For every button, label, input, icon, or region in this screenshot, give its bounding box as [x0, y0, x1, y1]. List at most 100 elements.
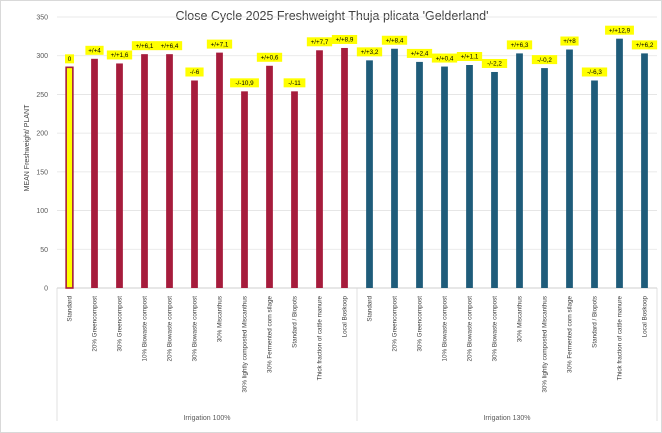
bar — [316, 50, 323, 289]
data-label: +/+7,1 — [211, 41, 229, 48]
bar — [216, 52, 223, 288]
category-label: 20% Greencompost — [392, 296, 399, 352]
data-label: +/+8 — [563, 38, 576, 45]
category-label: Standard — [67, 296, 74, 322]
data-label: -/-11 — [288, 80, 301, 87]
y-axis-ticks: 0 50 100 150 200 250 300 350 — [36, 15, 48, 293]
category-label: 30% Greencompost — [417, 296, 424, 352]
group-label: Irrigation 100% — [183, 415, 230, 422]
data-label: +/+8,9 — [336, 37, 354, 44]
category-label: 10% Biowaste compost — [442, 296, 449, 362]
data-label: +/+12,9 — [609, 27, 631, 34]
data-label: +/+6,2 — [636, 42, 654, 49]
data-label-bg — [283, 78, 306, 88]
bar — [65, 66, 74, 289]
category-label: 30% Biowaste compost — [192, 296, 199, 362]
bar — [291, 91, 298, 289]
data-label-bg — [631, 40, 658, 50]
bar — [166, 54, 173, 289]
bar — [366, 60, 373, 288]
category-label: 20% Greencompost — [92, 296, 99, 352]
data-label-bg — [431, 53, 458, 63]
data-label-bg — [256, 52, 283, 62]
data-label-bg — [65, 54, 74, 64]
data-label: -/-10,9 — [235, 80, 254, 87]
y-tick-label: 0 — [44, 286, 48, 293]
bar — [416, 61, 423, 289]
bar — [516, 53, 523, 288]
y-tick-label: 100 — [36, 208, 48, 215]
bar — [566, 49, 573, 288]
data-label-bg — [230, 78, 259, 88]
data-labels: 0 +/+4 +/+1,6 +/+6,1 +/+6,4 -/-6 +/+7,1 -/-10,9… — [65, 25, 658, 88]
data-label: +/+4 — [88, 48, 101, 55]
bar — [466, 65, 473, 289]
data-label-bg — [156, 41, 183, 51]
category-label: 30% Miscanthus — [217, 296, 224, 342]
category-label: 30% lightly composted Miscanthus — [242, 296, 249, 393]
category-label: 20% Biowaste compost — [167, 296, 174, 362]
bar — [141, 54, 148, 289]
data-label-bg — [581, 67, 608, 77]
data-label-bg — [605, 25, 634, 35]
data-label: -/-2,2 — [487, 61, 502, 68]
data-label-bg — [560, 36, 579, 46]
y-tick-label: 300 — [36, 53, 48, 60]
data-label: +/+6,3 — [511, 42, 529, 49]
category-label: 30% Miscanthus — [517, 296, 524, 342]
data-label: 0 — [68, 56, 72, 63]
y-tick-label: 50 — [40, 247, 48, 254]
data-label: -/-0,2 — [537, 57, 552, 64]
data-label: +/+0,6 — [261, 54, 279, 61]
category-label: 10% Biowaste compost — [142, 296, 149, 362]
bar — [491, 71, 498, 288]
data-label: +/+6,4 — [161, 43, 179, 50]
y-tick-label: 150 — [36, 169, 48, 176]
data-label-bg — [531, 55, 558, 65]
data-label-bg — [481, 58, 508, 68]
category-label: 30% Fermented corn silage — [267, 296, 274, 373]
data-label-bg — [506, 40, 533, 50]
bar — [616, 38, 623, 289]
data-label: +/+2,4 — [411, 51, 429, 58]
category-label: 30% Biowaste compost — [492, 296, 499, 362]
data-label-bg — [85, 45, 104, 55]
bar — [541, 68, 548, 288]
group-label: Irrigation 130% — [483, 415, 530, 422]
bar — [91, 58, 98, 288]
data-label: +/+7,7 — [311, 39, 329, 46]
bar — [191, 80, 198, 289]
category-label: Local Boskoop — [342, 296, 349, 338]
bar — [116, 63, 123, 289]
bar — [391, 48, 398, 289]
data-label: -/-6,3 — [587, 69, 602, 76]
group-labels: Irrigation 100% Irrigation 130% — [56, 288, 658, 422]
y-axis-title: MEAN Freshweight/ PLANT — [24, 104, 31, 191]
chart-title: Close Cycle 2025 Freshweight Thuja plica… — [175, 9, 488, 23]
category-label: Standard / Biopots — [292, 296, 299, 348]
category-label: 30% Fermented corn silage — [567, 296, 574, 373]
bar — [441, 66, 448, 288]
category-label: 30% lightly composted Miscanthus — [542, 296, 549, 393]
y-tick-label: 350 — [36, 15, 48, 22]
data-label: +/+1,6 — [111, 52, 129, 59]
data-label-bg — [106, 50, 133, 60]
bar — [591, 80, 598, 289]
category-label: 20% Biowaste compost — [467, 296, 474, 362]
data-label: +/+8,4 — [386, 37, 404, 44]
data-label-bg — [206, 39, 233, 49]
y-tick-label: 200 — [36, 131, 48, 138]
gridlines — [57, 16, 657, 289]
data-label-bg — [406, 48, 433, 58]
category-label: Thick fraction of cattle manure — [617, 296, 624, 381]
category-labels: Standard 20% Greencompost 30% Greencompost… — [67, 296, 649, 393]
y-tick-label: 250 — [36, 92, 48, 99]
data-label: +/+0,4 — [436, 55, 454, 62]
data-label-bg — [356, 47, 383, 57]
category-label: 30% Greencompost — [117, 296, 124, 352]
data-label-bg — [456, 52, 483, 62]
bar — [241, 91, 248, 289]
category-label: Thick fraction of cattle manure — [317, 296, 324, 381]
data-label-bg — [306, 37, 333, 47]
